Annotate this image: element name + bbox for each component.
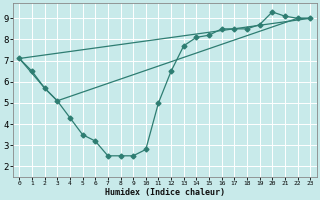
X-axis label: Humidex (Indice chaleur): Humidex (Indice chaleur) [105, 188, 225, 197]
